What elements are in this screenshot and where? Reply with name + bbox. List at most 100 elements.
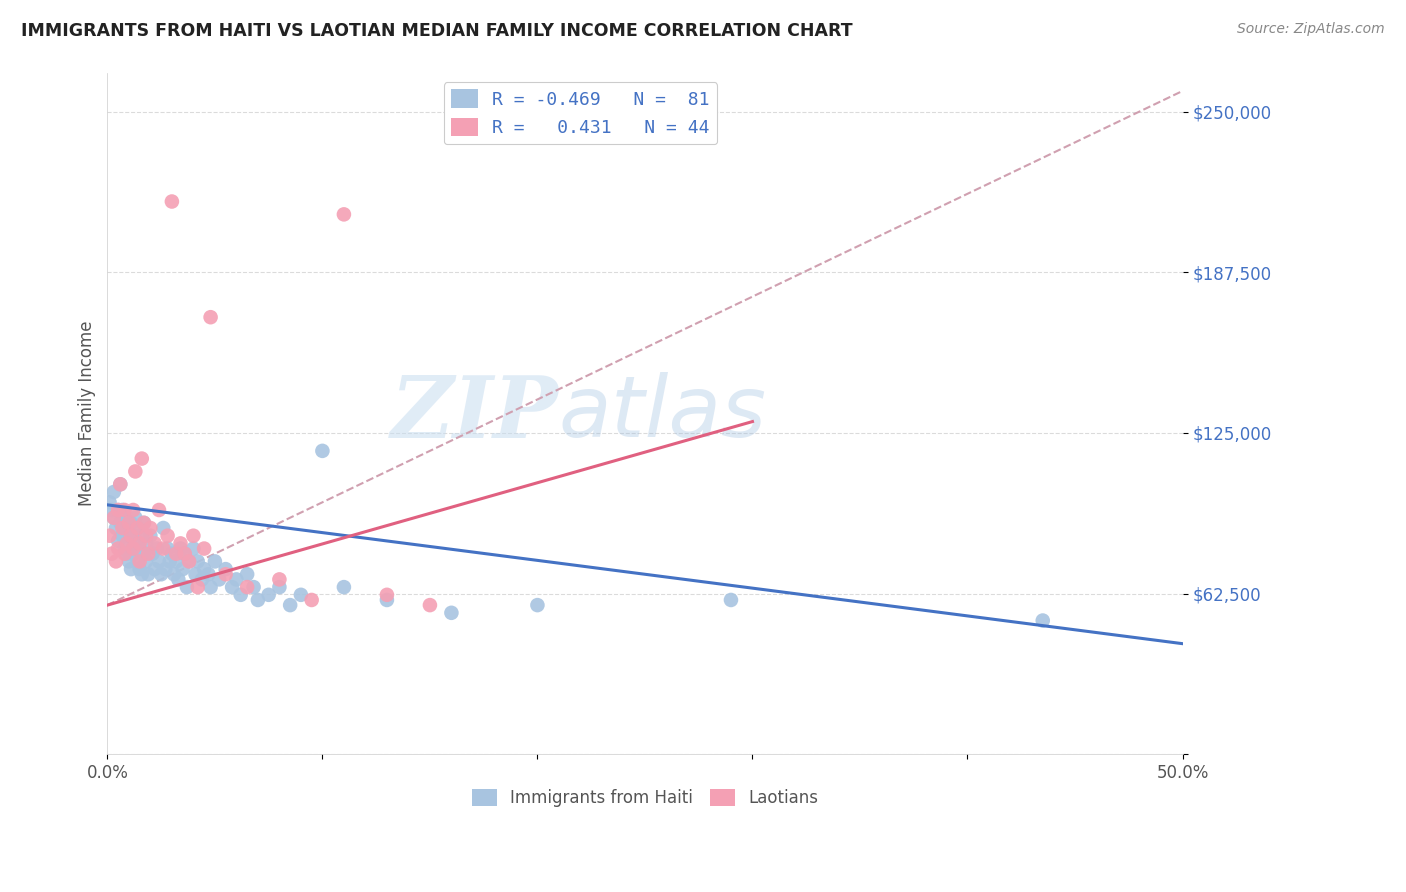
- Point: [333, 580, 356, 594]
- Point: [278, 598, 301, 612]
- Text: ZIP: ZIP: [391, 372, 560, 455]
- Point: [148, 554, 170, 568]
- Point: [104, 554, 127, 568]
- Point: [526, 598, 548, 612]
- Point: [120, 516, 142, 530]
- Point: [176, 580, 198, 594]
- Point: [169, 541, 191, 556]
- Point: [122, 541, 145, 556]
- Point: [122, 547, 145, 561]
- Point: [107, 503, 129, 517]
- Point: [128, 541, 150, 556]
- Point: [148, 503, 170, 517]
- Point: [115, 547, 138, 561]
- Point: [183, 541, 205, 556]
- Point: [193, 541, 215, 556]
- Point: [200, 310, 222, 325]
- Point: [114, 503, 136, 517]
- Point: [236, 567, 259, 582]
- Point: [110, 516, 132, 530]
- Point: [290, 588, 312, 602]
- Point: [98, 495, 121, 509]
- Point: [160, 547, 183, 561]
- Point: [110, 477, 132, 491]
- Point: [135, 554, 157, 568]
- Point: [120, 529, 142, 543]
- Point: [221, 580, 243, 594]
- Text: atlas: atlas: [560, 372, 766, 455]
- Point: [143, 536, 166, 550]
- Point: [173, 547, 195, 561]
- Point: [128, 562, 150, 576]
- Point: [122, 529, 145, 543]
- Point: [156, 529, 179, 543]
- Point: [167, 573, 190, 587]
- Point: [114, 541, 136, 556]
- Point: [165, 547, 187, 561]
- Point: [197, 567, 219, 582]
- Point: [139, 521, 162, 535]
- Point: [214, 562, 236, 576]
- Point: [156, 541, 179, 556]
- Point: [165, 554, 187, 568]
- Legend: Immigrants from Haiti, Laotians: Immigrants from Haiti, Laotians: [465, 782, 825, 814]
- Point: [115, 536, 138, 550]
- Point: [159, 554, 181, 568]
- Point: [120, 562, 142, 576]
- Point: [143, 562, 166, 576]
- Point: [111, 503, 134, 517]
- Point: [103, 510, 125, 524]
- Text: IMMIGRANTS FROM HAITI VS LAOTIAN MEDIAN FAMILY INCOME CORRELATION CHART: IMMIGRANTS FROM HAITI VS LAOTIAN MEDIAN …: [21, 22, 852, 40]
- Point: [225, 573, 247, 587]
- Point: [135, 536, 157, 550]
- Point: [236, 580, 259, 594]
- Point: [193, 562, 215, 576]
- Point: [172, 562, 194, 576]
- Point: [200, 580, 222, 594]
- Point: [152, 521, 174, 535]
- Point: [103, 510, 125, 524]
- Point: [311, 443, 333, 458]
- Point: [104, 521, 127, 535]
- Point: [111, 521, 134, 535]
- Point: [177, 554, 200, 568]
- Point: [124, 510, 146, 524]
- Point: [720, 593, 742, 607]
- Point: [115, 521, 138, 535]
- Point: [169, 536, 191, 550]
- Point: [118, 554, 141, 568]
- Point: [132, 516, 155, 530]
- Point: [131, 567, 153, 582]
- Point: [132, 547, 155, 561]
- Point: [155, 562, 177, 576]
- Point: [269, 573, 291, 587]
- Point: [141, 547, 163, 561]
- Point: [160, 194, 183, 209]
- Point: [375, 593, 398, 607]
- Point: [110, 477, 132, 491]
- Point: [375, 588, 398, 602]
- Point: [1032, 614, 1054, 628]
- Point: [131, 529, 153, 543]
- Point: [100, 547, 122, 561]
- Point: [301, 593, 323, 607]
- Point: [208, 573, 231, 587]
- Point: [127, 521, 149, 535]
- Point: [183, 529, 205, 543]
- Point: [333, 207, 356, 221]
- Point: [127, 554, 149, 568]
- Point: [152, 541, 174, 556]
- Point: [107, 533, 129, 548]
- Point: [114, 510, 136, 524]
- Point: [127, 521, 149, 535]
- Point: [187, 554, 209, 568]
- Point: [98, 529, 121, 543]
- Point: [269, 580, 291, 594]
- Point: [118, 529, 141, 543]
- Point: [246, 593, 269, 607]
- Point: [122, 503, 145, 517]
- Point: [100, 503, 122, 517]
- Point: [136, 547, 159, 561]
- Point: [107, 541, 129, 556]
- Point: [139, 529, 162, 543]
